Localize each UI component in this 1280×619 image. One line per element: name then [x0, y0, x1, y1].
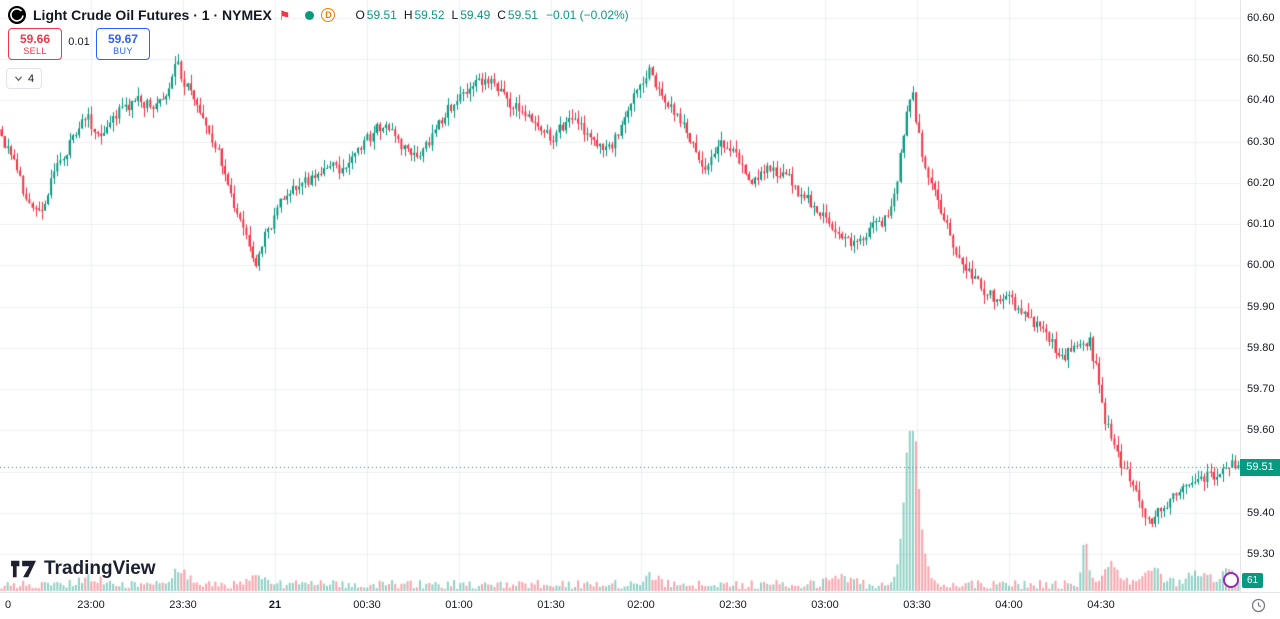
- time-axis-label: 23:30: [169, 599, 197, 611]
- close-value: 59.51: [507, 8, 538, 22]
- time-axis-label: 04:00: [995, 599, 1023, 611]
- high-value: 59.52: [414, 8, 445, 22]
- chevron-down-icon: [14, 76, 23, 82]
- tradingview-watermark[interactable]: TradingView: [10, 557, 156, 581]
- time-axis-label: 03:00: [811, 599, 839, 611]
- time-axis[interactable]: 0 23:00 23:30 21 00:30 01:00 01:30 02:00 02:30 03…: [0, 592, 1280, 619]
- objects-count: 4: [28, 72, 35, 85]
- price-axis-label: 60.20: [1247, 176, 1275, 189]
- symbol-header: Light Crude Oil Futures · 1 · NYMEX ⚑ D …: [8, 6, 629, 24]
- sell-label: SELL: [23, 45, 47, 56]
- symbol-title[interactable]: Light Crude Oil Futures · 1 · NYMEX: [33, 7, 272, 23]
- time-axis-label: 0: [4, 599, 12, 611]
- change-value: −0.01 (−0.02%): [545, 8, 629, 22]
- ohlc-row: O 59.51 H 59.52 L 59.49 C 59.51 −0.01 (−…: [350, 8, 628, 22]
- timezone-clock-icon[interactable]: [1251, 598, 1266, 613]
- watermark-text: TradingView: [44, 558, 156, 579]
- price-axis-label: 59.60: [1247, 424, 1275, 437]
- low-label: L: [451, 8, 459, 22]
- price-axis-label: 60.10: [1247, 218, 1275, 231]
- buy-label: BUY: [113, 45, 133, 56]
- price-axis-label: 59.90: [1247, 300, 1275, 313]
- spread-value: 0.01: [68, 36, 90, 48]
- price-axis-label: 60.60: [1247, 12, 1275, 24]
- price-axis-label: 59.80: [1247, 341, 1275, 354]
- price-axis-label: 59.70: [1247, 383, 1275, 396]
- time-axis-label: 23:00: [77, 599, 105, 611]
- price-axis-label: 60.40: [1247, 94, 1275, 107]
- price-axis-label: 60.50: [1247, 53, 1275, 66]
- buy-price: 59.67: [107, 31, 139, 46]
- open-label: O: [355, 8, 365, 22]
- low-value: 59.49: [460, 8, 491, 22]
- current-price-badge: 59.51: [1240, 458, 1280, 476]
- time-axis-label: 00:30: [353, 599, 381, 611]
- price-axis-label: 60.00: [1247, 259, 1275, 272]
- time-axis-label: 02:30: [719, 599, 747, 611]
- time-axis-label: 04:30: [1087, 599, 1115, 611]
- price-axis[interactable]: 60.60 60.50 60.40 60.30 60.20 60.10 60.00 59.90…: [1240, 0, 1280, 592]
- time-axis-label: 21: [268, 599, 282, 611]
- sell-button[interactable]: 59.66 SELL: [8, 28, 62, 60]
- close-label: C: [497, 8, 506, 22]
- open-value: 59.51: [366, 8, 397, 22]
- price-axis-label: 60.30: [1247, 135, 1275, 148]
- market-status-dot-icon[interactable]: [305, 10, 315, 20]
- buy-button[interactable]: 59.67 BUY: [96, 28, 150, 60]
- price-axis-label: 59.40: [1247, 506, 1275, 519]
- symbol-logo-icon[interactable]: [8, 6, 26, 24]
- flag-icon[interactable]: ⚑: [278, 7, 291, 23]
- time-axis-label: 02:00: [627, 599, 655, 611]
- objects-tree-chip[interactable]: 4: [6, 68, 43, 89]
- indicator-value-marker-icon: [1223, 572, 1239, 588]
- tradingview-logo-icon: [11, 560, 36, 578]
- time-axis-label: 01:30: [537, 599, 565, 611]
- delayed-data-icon[interactable]: D: [321, 8, 336, 22]
- sell-price: 59.66: [19, 31, 51, 46]
- time-axis-label: 03:30: [903, 599, 931, 611]
- high-label: H: [403, 8, 413, 22]
- price-axis-label: 59.30: [1247, 547, 1275, 560]
- time-axis-label: 01:00: [445, 599, 473, 611]
- chart-canvas[interactable]: [0, 0, 1240, 592]
- volume-badge: 61: [1242, 573, 1264, 588]
